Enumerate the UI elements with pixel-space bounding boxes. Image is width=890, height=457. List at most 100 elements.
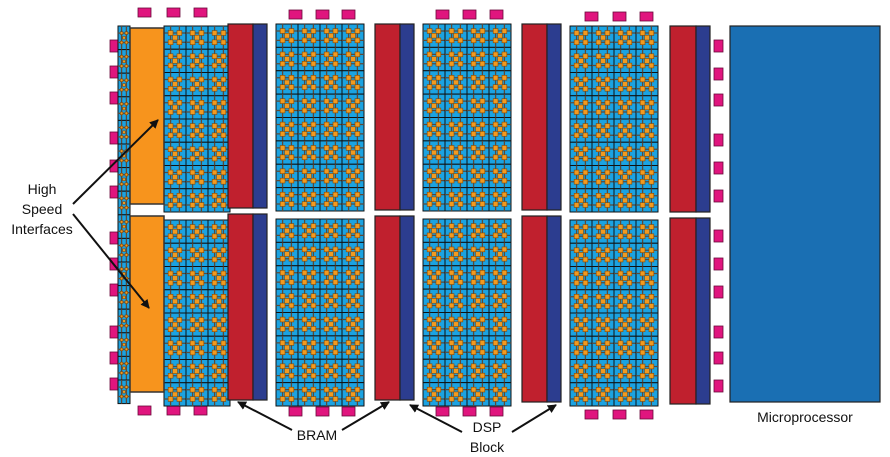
switch-block bbox=[626, 349, 633, 356]
switch-block bbox=[595, 363, 602, 370]
switch-block bbox=[457, 363, 464, 369]
logic-tile bbox=[488, 140, 512, 165]
switch-block bbox=[288, 302, 295, 309]
switch-block bbox=[288, 363, 295, 369]
io-pad bbox=[193, 405, 208, 416]
dsp-block bbox=[399, 23, 415, 211]
switch-block bbox=[431, 32, 437, 39]
switch-block bbox=[119, 314, 124, 318]
logic-tile bbox=[635, 359, 659, 384]
logic-tile bbox=[207, 266, 231, 291]
switch-block bbox=[426, 61, 433, 67]
logic-tile bbox=[319, 163, 343, 189]
switch-block bbox=[648, 349, 655, 356]
switch-block bbox=[501, 107, 508, 114]
switch-block bbox=[470, 201, 477, 207]
switch-block bbox=[453, 103, 459, 109]
switch-block bbox=[279, 61, 286, 67]
switch-block bbox=[604, 396, 611, 402]
switch-block bbox=[189, 193, 196, 199]
switch-block bbox=[176, 100, 183, 106]
switch-block bbox=[350, 274, 356, 281]
bram-block bbox=[374, 215, 401, 401]
switch-block bbox=[119, 253, 124, 257]
switch-block bbox=[354, 279, 361, 285]
switch-block bbox=[426, 145, 433, 151]
switch-block bbox=[457, 121, 464, 128]
switch-block bbox=[617, 86, 624, 92]
switch-block bbox=[211, 123, 218, 129]
switch-block bbox=[350, 368, 356, 374]
switch-block bbox=[435, 177, 442, 184]
switch-block bbox=[189, 303, 196, 309]
switch-block bbox=[288, 51, 295, 58]
switch-block bbox=[323, 121, 330, 128]
switch-block bbox=[501, 246, 508, 253]
switch-block bbox=[448, 396, 455, 402]
switch-block bbox=[354, 168, 361, 174]
switch-block bbox=[426, 396, 433, 402]
switch-block bbox=[448, 256, 455, 262]
switch-block bbox=[639, 340, 646, 346]
switch-block bbox=[582, 340, 589, 346]
logic-tile bbox=[185, 165, 209, 190]
switch-block bbox=[345, 201, 352, 207]
switch-block bbox=[604, 340, 611, 346]
switch-block bbox=[435, 154, 442, 160]
bram-dsp-column-4 bbox=[669, 25, 711, 405]
dsp-block bbox=[252, 23, 268, 209]
logic-tile bbox=[488, 46, 512, 72]
switch-block bbox=[501, 75, 508, 81]
switch-block bbox=[176, 132, 183, 138]
switch-block bbox=[573, 387, 580, 393]
switch-block bbox=[600, 127, 606, 134]
switch-block bbox=[189, 247, 196, 253]
switch-block bbox=[176, 224, 183, 230]
switch-block bbox=[176, 123, 183, 129]
switch-block bbox=[617, 30, 624, 36]
switch-block bbox=[644, 391, 650, 398]
switch-block bbox=[604, 303, 611, 309]
switch-block bbox=[194, 228, 200, 235]
switch-block bbox=[176, 30, 183, 36]
switch-block bbox=[220, 326, 227, 332]
logic-tile bbox=[297, 335, 321, 360]
switch-block bbox=[453, 196, 459, 203]
switch-block bbox=[492, 121, 499, 128]
switch-block bbox=[345, 191, 352, 198]
switch-block bbox=[220, 396, 227, 402]
switch-block bbox=[479, 372, 486, 379]
switch-block bbox=[479, 256, 486, 262]
switch-block bbox=[189, 294, 196, 300]
switch-block bbox=[172, 345, 178, 351]
switch-block bbox=[323, 51, 330, 58]
switch-block bbox=[350, 56, 356, 62]
switch-block bbox=[288, 107, 295, 114]
switch-block bbox=[167, 294, 174, 300]
switch-block bbox=[167, 155, 174, 162]
logic-tile bbox=[275, 46, 299, 72]
switch-block bbox=[448, 349, 455, 355]
switch-block bbox=[435, 270, 442, 276]
switch-block bbox=[345, 107, 352, 114]
switch-block bbox=[354, 37, 361, 44]
switch-block bbox=[448, 107, 455, 114]
switch-block bbox=[470, 61, 477, 67]
switch-block bbox=[578, 345, 584, 351]
switch-block bbox=[354, 98, 361, 104]
logic-tile bbox=[117, 355, 131, 381]
switch-block bbox=[122, 36, 126, 40]
switch-block bbox=[492, 232, 499, 239]
switch-block bbox=[435, 363, 442, 369]
logic-tile bbox=[185, 25, 209, 50]
switch-block bbox=[310, 154, 317, 160]
logic-tile bbox=[569, 359, 593, 384]
switch-block bbox=[431, 196, 437, 203]
switch-block bbox=[167, 349, 174, 356]
switch-block bbox=[172, 275, 178, 281]
switch-block bbox=[354, 372, 361, 379]
switch-block bbox=[354, 61, 361, 67]
logic-tile bbox=[341, 382, 365, 407]
switch-block bbox=[328, 103, 334, 109]
switch-block bbox=[644, 345, 650, 351]
